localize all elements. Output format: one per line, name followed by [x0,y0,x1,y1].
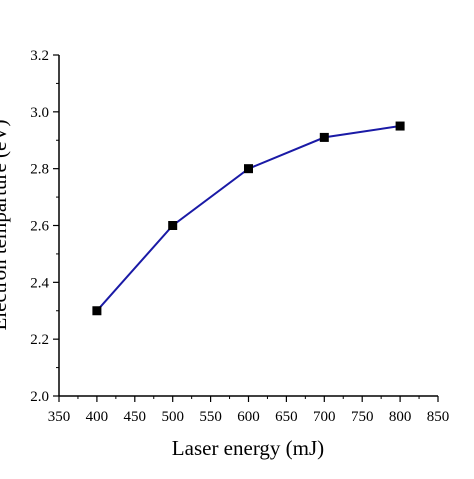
x-tick-label: 750 [351,409,374,425]
data-point-marker [168,221,178,230]
tick-labels: 350 400 450 500 550 600 650 700 750 800 850 2.0 2.2 2… [30,48,449,425]
x-tick-label: 550 [199,409,222,425]
x-tick-label: 700 [313,409,336,425]
tick-marks [53,54,439,402]
y-tick-label: 2.0 [30,389,49,405]
y-tick-label: 3.2 [30,48,49,64]
x-tick-label: 800 [389,409,412,425]
data-point-marker [244,164,253,174]
y-tick-label: 2.8 [30,162,49,178]
x-tick-label: 500 [161,409,184,425]
x-tick-label: 450 [124,409,147,425]
x-tick-label: 850 [427,409,450,425]
y-tick-label: 2.2 [30,332,49,348]
x-tick-label: 600 [237,409,260,425]
series-line [96,125,401,312]
y-axis-label: Electron temparture (eV) [0,119,11,330]
y-tick-label: 3.0 [30,105,49,121]
x-tick-label: 350 [48,409,71,425]
series-layer [92,121,405,316]
x-tick-label: 650 [275,409,298,425]
data-point-marker [395,121,405,131]
x-axis-label: Laser energy (mJ) [172,436,324,460]
y-tick-label: 2.4 [30,275,49,291]
axes [58,55,438,397]
y-tick-label: 2.6 [30,219,49,235]
data-point-marker [92,306,102,316]
x-tick-label: 400 [86,409,109,425]
data-point-marker [319,132,329,142]
